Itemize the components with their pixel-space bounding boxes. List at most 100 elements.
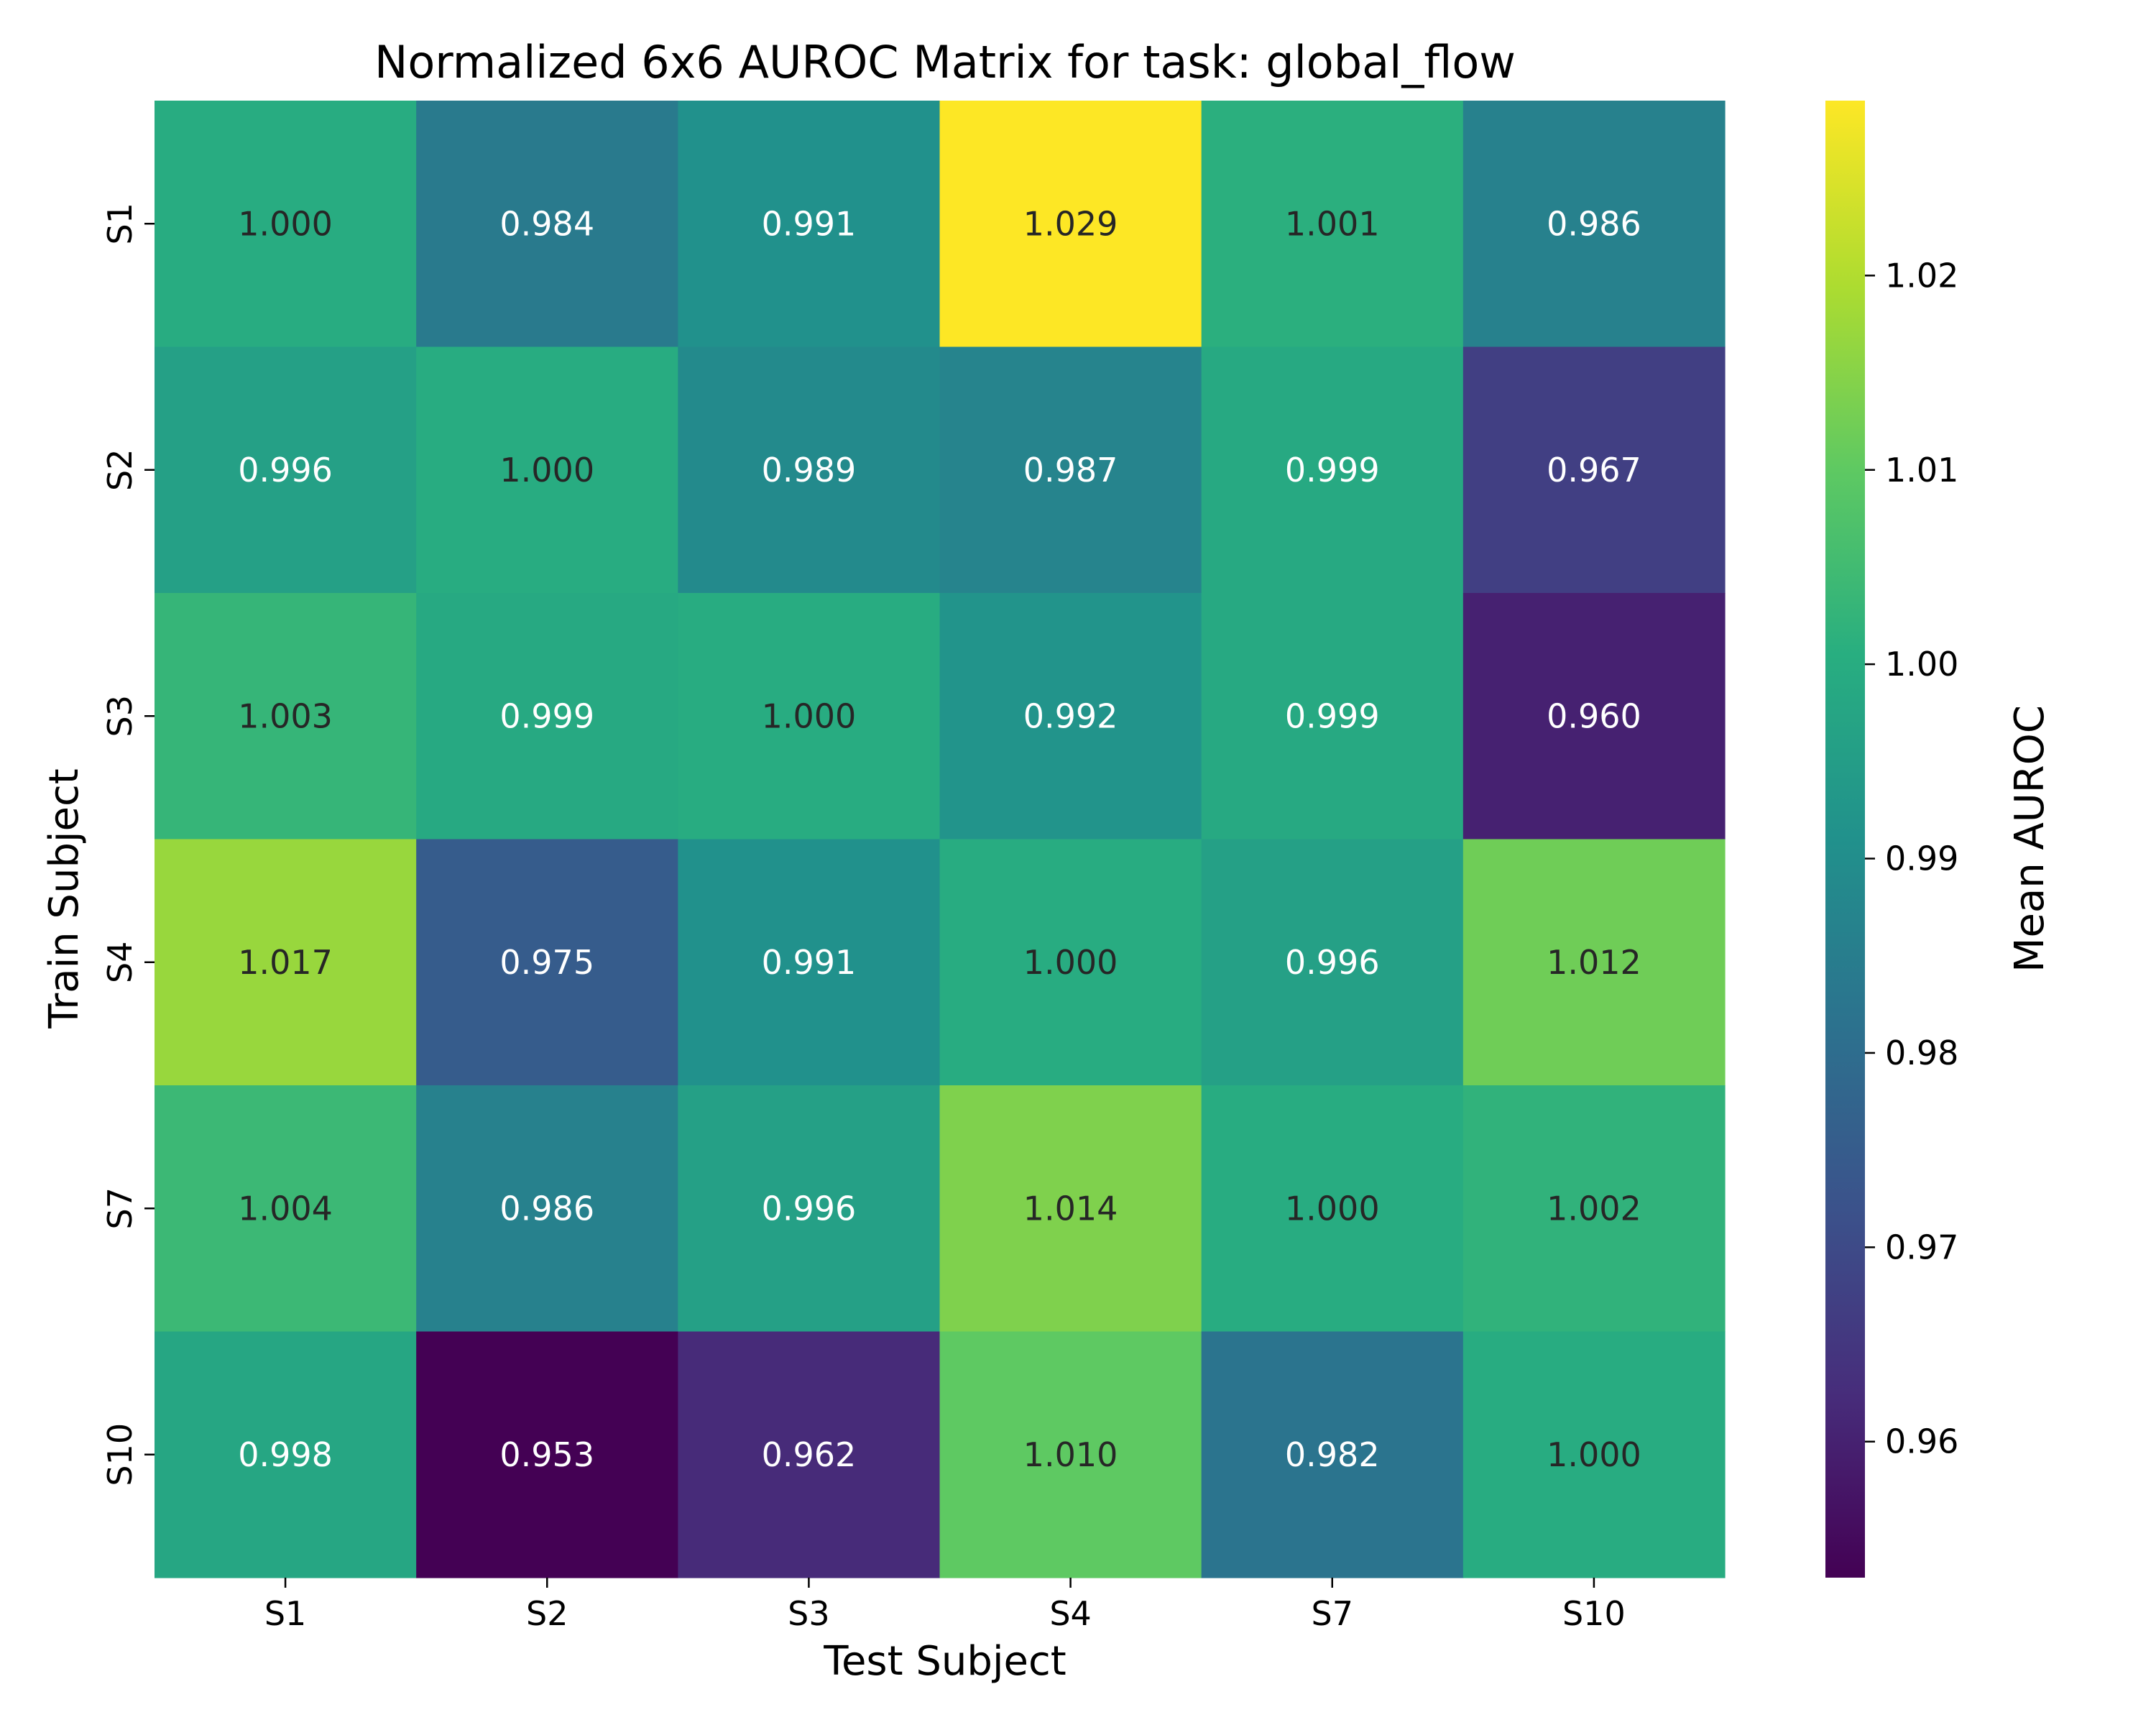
y-axis: S1 S2 S3 S4 S7 S10: [101, 203, 155, 1486]
cell-value-label: 0.992: [1023, 696, 1118, 735]
heatmap-cell: [1462, 346, 1726, 594]
heatmap-cell: [939, 101, 1202, 348]
heatmap-cell: [1462, 1085, 1726, 1333]
colorbar-label: Mean AUROC: [2007, 705, 2053, 972]
cell-value-label: 1.000: [1023, 943, 1118, 982]
heatmap-cell: [939, 346, 1202, 594]
cell-value-label: 0.989: [762, 451, 857, 489]
colorbar-tick-label: 0.99: [1885, 840, 1958, 878]
heatmap-cell: [1201, 1331, 1464, 1578]
heatmap-cell: [678, 101, 941, 348]
heatmap-cell: [155, 346, 417, 594]
x-tick-label: S3: [788, 1594, 829, 1633]
heatmap-cell: [416, 346, 678, 594]
cell-value-label: 1.000: [238, 204, 333, 243]
heatmap-cell: [939, 1331, 1202, 1578]
cell-value-label: 0.999: [499, 696, 594, 735]
heatmap-cell: [678, 1085, 941, 1333]
cell-value-label: 1.000: [762, 696, 857, 735]
heatmap-cell: [1462, 593, 1726, 840]
colorbar-tick-label: 1.01: [1885, 451, 1958, 489]
y-tick-label: S7: [101, 1187, 139, 1229]
cell-value-label: 1.012: [1547, 943, 1641, 982]
colorbar-tick-label: 0.98: [1885, 1034, 1958, 1072]
heatmap-cell: [1462, 101, 1726, 348]
cell-value-label: 0.953: [499, 1435, 594, 1474]
cell-value-label: 1.014: [1023, 1189, 1118, 1228]
cell-value-label: 0.987: [1023, 451, 1118, 489]
heatmap-cell: [1201, 593, 1464, 840]
heatmap-cell: [155, 1331, 417, 1578]
colorbar-tick-label: 1.02: [1885, 256, 1958, 295]
heatmap-cell: [1201, 101, 1464, 348]
x-tick-label: S10: [1562, 1594, 1626, 1633]
heatmap-cell: [1201, 346, 1464, 594]
heatmap-cell: [416, 1331, 678, 1578]
heatmap-cell-labels: 1.000 0.984 0.991 1.029 1.001 0.986 0.996 1.000…: [238, 204, 1641, 1474]
colorbar-tick-label: 1.00: [1885, 645, 1958, 684]
cell-value-label: 0.984: [499, 204, 594, 243]
colorbar-axis: 0.96 0.97 0.98 0.99 1.00 1.01 1.02: [1865, 256, 1958, 1461]
cell-value-label: 0.982: [1285, 1435, 1380, 1474]
heatmap-cell: [678, 839, 941, 1086]
colorbar-tick-label: 0.96: [1885, 1422, 1958, 1461]
x-tick-label: S4: [1049, 1594, 1091, 1633]
x-axis-label: Test Subject: [823, 1638, 1066, 1685]
y-tick-label: S3: [101, 695, 139, 737]
y-tick-label: S4: [101, 942, 139, 983]
cell-value-label: 1.002: [1547, 1189, 1641, 1228]
heatmap-cell: [155, 593, 417, 840]
heatmap-cell: [416, 1085, 678, 1333]
heatmap-cell: [1201, 839, 1464, 1086]
cell-value-label: 0.996: [762, 1189, 857, 1228]
heatmap-cell: [1462, 839, 1726, 1086]
cell-value-label: 1.001: [1285, 204, 1380, 243]
cell-value-label: 1.029: [1023, 204, 1118, 243]
heatmap-cell: [678, 346, 941, 594]
heatmap-cell: [939, 839, 1202, 1086]
y-axis-label: Train Subject: [41, 768, 88, 1029]
heatmap-cells: [155, 101, 1726, 1578]
cell-value-label: 0.975: [499, 943, 594, 982]
chart-title: Normalized 6x6 AUROC Matrix for task: gl…: [374, 36, 1516, 88]
cell-value-label: 0.996: [238, 451, 333, 489]
cell-value-label: 0.991: [762, 204, 857, 243]
cell-value-label: 0.986: [1547, 204, 1641, 243]
cell-value-label: 1.000: [1285, 1189, 1380, 1228]
cell-value-label: 0.962: [762, 1435, 857, 1474]
x-axis: S1 S2 S3 S4 S7 S10: [264, 1578, 1626, 1633]
heatmap-cell: [678, 1331, 941, 1578]
heatmap-cell: [155, 839, 417, 1086]
cell-value-label: 0.967: [1547, 451, 1641, 489]
cell-value-label: 0.999: [1285, 451, 1380, 489]
heatmap-cell: [416, 101, 678, 348]
colorbar: [1825, 101, 1865, 1578]
cell-value-label: 0.998: [238, 1435, 333, 1474]
cell-value-label: 0.986: [499, 1189, 594, 1228]
heatmap-cell: [1462, 1331, 1726, 1578]
y-tick-label: S1: [101, 203, 139, 244]
cell-value-label: 0.991: [762, 943, 857, 982]
cell-value-label: 1.000: [1547, 1435, 1641, 1474]
cell-value-label: 1.003: [238, 696, 333, 735]
colorbar-tick-label: 0.97: [1885, 1228, 1958, 1266]
heatmap-cell: [939, 1085, 1202, 1333]
heatmap-cell: [416, 593, 678, 840]
x-tick-label: S2: [526, 1594, 568, 1633]
heatmap-cell: [1201, 1085, 1464, 1333]
x-tick-label: S1: [264, 1594, 306, 1633]
cell-value-label: 1.000: [499, 451, 594, 489]
heatmap-cell: [416, 839, 678, 1086]
heatmap-cell: [678, 593, 941, 840]
heatmap-cell: [155, 1085, 417, 1333]
cell-value-label: 1.010: [1023, 1435, 1118, 1474]
heatmap-cell: [155, 101, 417, 348]
heatmap-cell: [939, 593, 1202, 840]
y-tick-label: S10: [101, 1423, 139, 1486]
cell-value-label: 0.999: [1285, 696, 1380, 735]
cell-value-label: 0.996: [1285, 943, 1380, 982]
cell-value-label: 0.960: [1547, 696, 1641, 735]
x-tick-label: S7: [1312, 1594, 1353, 1633]
cell-value-label: 1.017: [238, 943, 333, 982]
